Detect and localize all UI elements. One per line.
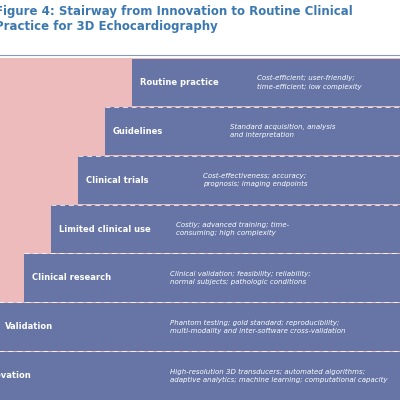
Bar: [78, 156, 400, 204]
Text: Clinical validation; feasibility; reliability;
normal subjects; pathologic condi: Clinical validation; feasibility; reliab…: [170, 271, 311, 285]
Text: Clinical research: Clinical research: [32, 273, 111, 282]
Bar: [24, 254, 400, 302]
Bar: [51, 205, 400, 253]
Bar: [0, 352, 400, 400]
Text: Limited clinical use: Limited clinical use: [59, 224, 151, 234]
Text: Validation: Validation: [5, 322, 53, 331]
Text: Routine practice: Routine practice: [140, 78, 219, 87]
Text: High-resolution 3D transducers; automated algorithms;
adaptive analytics; machin: High-resolution 3D transducers; automate…: [170, 368, 388, 383]
Bar: [105, 107, 400, 155]
Text: Costly; advanced training; time-
consuming; high complexity: Costly; advanced training; time- consumi…: [176, 222, 289, 236]
Text: Guidelines: Guidelines: [113, 127, 163, 136]
Text: Standard acquisition, analysis
and interpretation: Standard acquisition, analysis and inter…: [230, 124, 336, 138]
Bar: [0, 58, 400, 400]
Bar: [0, 303, 400, 351]
Text: Figure 4: Stairway from Innovation to Routine Clinical
Practice for 3D Echocardi: Figure 4: Stairway from Innovation to Ro…: [0, 5, 353, 33]
Text: Cost-efficient; user-friendly;
time-efficient; low complexity: Cost-efficient; user-friendly; time-effi…: [257, 75, 362, 90]
Text: Innovation: Innovation: [0, 371, 31, 380]
Text: Phantom testing; gold standard; reproducibility;
multi-modality and inter-softwa: Phantom testing; gold standard; reproduc…: [170, 320, 346, 334]
Bar: [132, 58, 400, 106]
Text: Cost-effectiveness; accuracy;
prognosis; imaging endpoints: Cost-effectiveness; accuracy; prognosis;…: [203, 173, 308, 187]
Text: Clinical trials: Clinical trials: [86, 176, 148, 185]
